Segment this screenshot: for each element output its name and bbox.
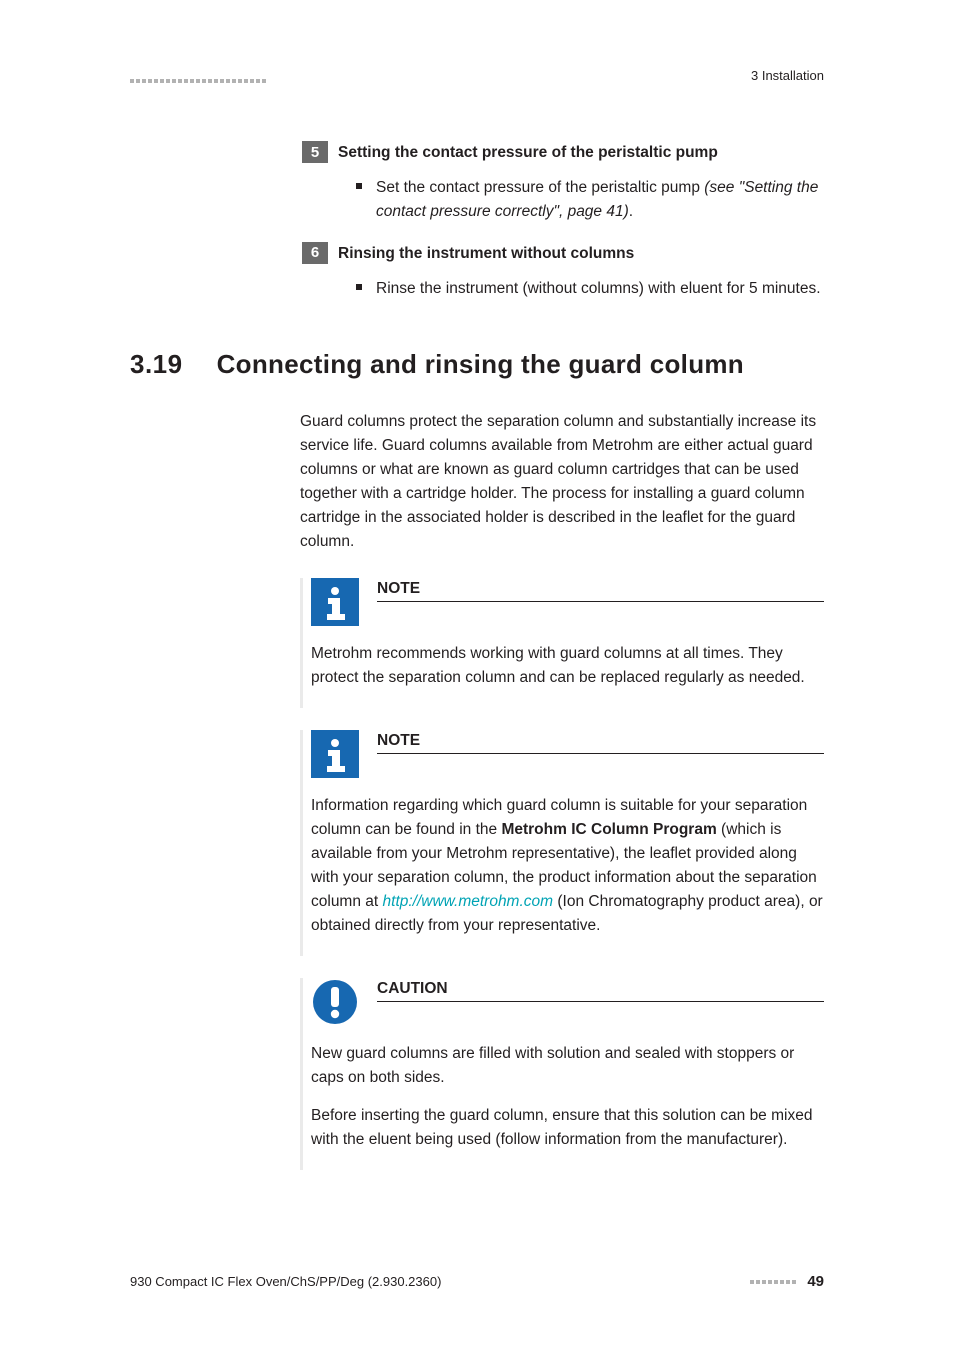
step-5-text-pre: Set the contact pressure of the peristal… bbox=[376, 179, 704, 196]
page-footer: 930 Compact IC Flex Oven/ChS/PP/Deg (2.9… bbox=[130, 1273, 824, 1290]
info-icon bbox=[311, 730, 359, 778]
caution-rule bbox=[377, 1001, 824, 1002]
step-title-5: Setting the contact pressure of the peri… bbox=[338, 141, 718, 164]
caution-p2: Before inserting the guard column, ensur… bbox=[311, 1104, 824, 1152]
caution-p1: New guard columns are filled with soluti… bbox=[311, 1042, 824, 1090]
page-number: 49 bbox=[807, 1273, 824, 1290]
note-1-label: NOTE bbox=[377, 580, 824, 598]
bullet-marker bbox=[356, 284, 362, 290]
note-2-bold: Metrohm IC Column Program bbox=[501, 821, 716, 838]
step-6-bullet-text: Rinse the instrument (without columns) w… bbox=[376, 277, 821, 301]
header-chapter-label: 3 Installation bbox=[751, 68, 824, 83]
section-heading: 3.19 Connecting and rinsing the guard co… bbox=[130, 349, 824, 380]
section-number: 3.19 bbox=[130, 349, 183, 380]
caution-label: CAUTION bbox=[377, 980, 824, 998]
caution-callout: CAUTION New guard columns are filled wit… bbox=[300, 978, 824, 1170]
header-decoration-left bbox=[130, 79, 267, 83]
note-2-rule bbox=[377, 753, 824, 754]
step-5-bullet: Set the contact pressure of the peristal… bbox=[356, 176, 824, 224]
step-6: 6 Rinsing the instrument without columns… bbox=[302, 242, 824, 301]
step-5-text-post: . bbox=[629, 203, 633, 220]
footer-decoration bbox=[750, 1280, 797, 1284]
note-callout-2: NOTE Information regarding which guard c… bbox=[300, 730, 824, 956]
note-2-body: Information regarding which guard column… bbox=[311, 794, 824, 938]
step-title-6: Rinsing the instrument without columns bbox=[338, 242, 634, 265]
note-2-label: NOTE bbox=[377, 732, 824, 750]
footer-doc-id: 930 Compact IC Flex Oven/ChS/PP/Deg (2.9… bbox=[130, 1274, 441, 1289]
note-1-body: Metrohm recommends working with guard co… bbox=[311, 642, 824, 690]
caution-body: New guard columns are filled with soluti… bbox=[311, 1042, 824, 1152]
section-title: Connecting and rinsing the guard column bbox=[217, 349, 744, 380]
bullet-marker bbox=[356, 183, 362, 189]
step-number-6: 6 bbox=[302, 242, 328, 264]
step-5: 5 Setting the contact pressure of the pe… bbox=[302, 141, 824, 224]
info-icon bbox=[311, 578, 359, 626]
step-5-bullet-text: Set the contact pressure of the peristal… bbox=[376, 176, 824, 224]
note-callout-1: NOTE Metrohm recommends working with gua… bbox=[300, 578, 824, 708]
step-number-5: 5 bbox=[302, 141, 328, 163]
page-header: 3 Installation bbox=[130, 68, 824, 83]
metrohm-link[interactable]: http://www.metrohm.com bbox=[383, 893, 554, 910]
page: 3 Installation 5 Setting the contact pre… bbox=[0, 0, 954, 1350]
caution-icon bbox=[311, 978, 359, 1026]
note-1-rule bbox=[377, 601, 824, 602]
intro-paragraph: Guard columns protect the separation col… bbox=[300, 410, 824, 554]
step-6-bullet: Rinse the instrument (without columns) w… bbox=[356, 277, 824, 301]
